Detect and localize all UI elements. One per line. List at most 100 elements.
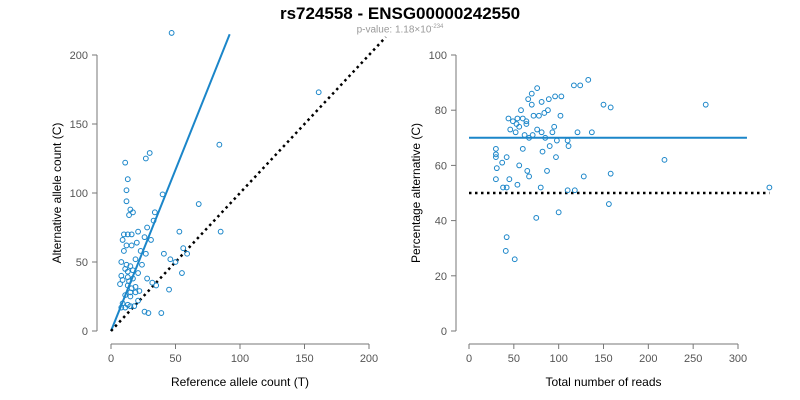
data-point <box>551 123 558 130</box>
data-point <box>523 121 530 127</box>
data-point <box>136 288 143 294</box>
data-point <box>135 270 141 276</box>
data-point <box>514 181 521 188</box>
data-point <box>526 173 532 180</box>
data-point <box>144 224 151 231</box>
data-point <box>607 170 614 177</box>
data-point <box>148 237 154 243</box>
data-point <box>128 242 135 249</box>
data-point <box>123 198 130 205</box>
x-tick-label: 300 <box>729 353 747 365</box>
y-tick-label: 80 <box>435 105 447 117</box>
data-point <box>519 115 526 122</box>
data-point <box>549 129 556 136</box>
pvalue-exponent: -234 <box>431 24 444 30</box>
data-point <box>144 275 151 282</box>
data-point <box>544 168 550 174</box>
data-point <box>195 201 202 207</box>
x-axis-title: Total number of reads <box>545 375 661 389</box>
data-point <box>130 267 136 274</box>
data-point <box>128 285 135 292</box>
data-point <box>493 151 499 158</box>
data-point <box>528 101 535 108</box>
data-point <box>119 237 126 243</box>
data-point <box>565 143 572 149</box>
data-point <box>518 107 524 114</box>
data-point <box>142 155 149 162</box>
data-point <box>146 150 153 156</box>
data-point <box>121 231 127 238</box>
data-point <box>124 176 131 183</box>
data-point <box>139 261 145 268</box>
data-point <box>176 228 183 235</box>
data-point <box>585 76 592 83</box>
y-tick-label: 0 <box>441 326 447 338</box>
data-point <box>580 173 587 180</box>
data-point <box>168 30 175 36</box>
allele-count-scatter-chart: 0 50 100 150 200 0 50 100 150 200 Reference allele… <box>50 30 387 389</box>
data-point <box>523 118 530 125</box>
data-point <box>216 141 223 148</box>
data-point <box>141 234 148 241</box>
data-point <box>607 104 614 111</box>
data-point <box>131 303 138 310</box>
data-point <box>127 263 134 270</box>
data-point <box>538 129 545 136</box>
y-tick-label: 100 <box>70 188 88 200</box>
data-point <box>122 304 129 311</box>
data-point <box>503 154 510 161</box>
data-point <box>153 282 160 289</box>
data-point <box>184 250 191 257</box>
data-point <box>493 154 499 161</box>
fit-solid-line <box>110 33 231 332</box>
data-point <box>571 82 577 89</box>
data-point <box>507 126 514 133</box>
y-tick-label: 100 <box>429 50 447 62</box>
data-point <box>179 270 185 276</box>
data-point <box>133 239 140 246</box>
data-point <box>499 159 506 166</box>
data-point <box>529 132 536 138</box>
data-point <box>217 228 224 235</box>
data-point <box>119 277 126 283</box>
data-point <box>512 129 519 136</box>
data-point <box>541 110 548 116</box>
data-point <box>150 217 157 224</box>
data-point <box>132 256 139 263</box>
y-tick-label: 20 <box>435 271 447 283</box>
data-point <box>135 228 141 235</box>
data-point <box>553 154 559 161</box>
y-tick-label: 40 <box>435 216 447 228</box>
x-axis-title: Reference allele count (T) <box>171 375 309 389</box>
data-point <box>516 123 523 130</box>
data-point <box>538 99 545 105</box>
data-point <box>126 278 132 285</box>
data-point <box>166 286 172 293</box>
data-point <box>539 148 546 155</box>
data-point <box>702 101 709 108</box>
y-tick-label: 200 <box>70 50 88 62</box>
data-point <box>526 134 532 141</box>
data-point <box>122 159 129 166</box>
y-tick-label: 60 <box>435 160 447 172</box>
data-point <box>123 187 130 194</box>
x-tick-label: 150 <box>295 353 313 365</box>
data-point <box>534 85 541 92</box>
y-axis-title: Alternative allele count (C) <box>50 123 64 264</box>
data-point <box>516 162 523 169</box>
data-point <box>506 176 513 183</box>
data-point <box>151 209 158 216</box>
data-point <box>127 293 134 300</box>
data-point <box>180 245 187 252</box>
data-point <box>530 112 537 119</box>
chart-title: rs724558 - ENSG00000242550 <box>279 4 521 23</box>
x-tick-label: 150 <box>594 353 612 365</box>
data-point <box>534 126 541 133</box>
data-point <box>542 134 549 141</box>
data-point <box>127 303 134 310</box>
data-point <box>514 115 521 122</box>
data-point <box>158 310 165 316</box>
data-point <box>315 89 322 96</box>
data-point <box>126 212 132 218</box>
data-point <box>124 231 131 238</box>
